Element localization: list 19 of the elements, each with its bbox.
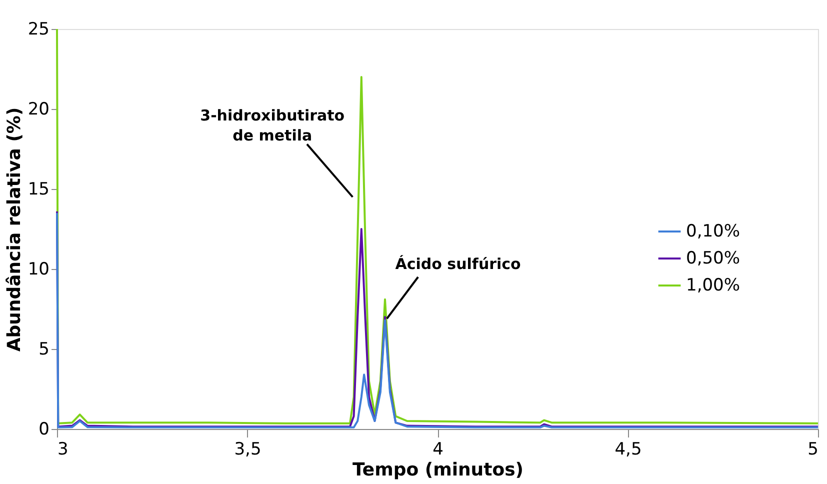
y-tick-label: 25: [28, 20, 50, 40]
y-tick-label: 5: [38, 340, 50, 360]
line-series: [56, 28, 819, 424]
annotation: 3-hidroxibutirato de metila: [200, 106, 345, 144]
y-tick-label: 20: [28, 100, 50, 120]
y-axis-title: Abundância relativa (%): [4, 107, 25, 352]
x-tick-label: 3,5: [234, 440, 262, 460]
legend-label: 1,00%: [686, 276, 740, 296]
y-tick-label: 15: [28, 180, 50, 200]
y-tick-label: 0: [38, 420, 50, 440]
legend-label: 0,50%: [686, 248, 740, 268]
x-tick-label: 3: [58, 440, 68, 460]
y-tick-label: 10: [28, 260, 50, 280]
x-tick-label: 4: [432, 440, 444, 460]
x-axis-title: Tempo (minutos): [352, 460, 524, 480]
legend-label: 0,10%: [686, 222, 740, 242]
x-tick-label: 5: [808, 440, 818, 460]
annotation: Ácido sulfúrico: [395, 255, 521, 274]
x-tick-label: 4,5: [614, 440, 642, 460]
